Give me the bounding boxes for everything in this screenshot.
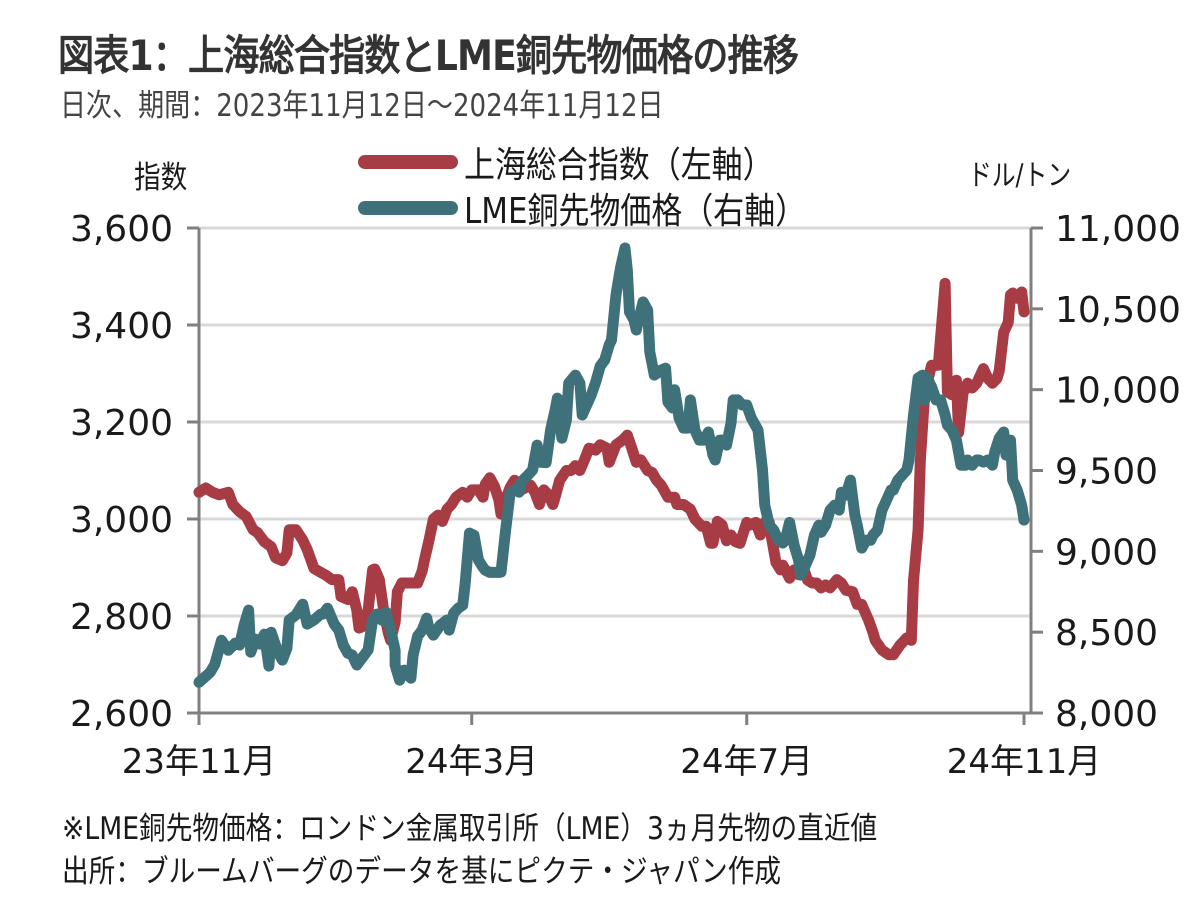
x-tick-label: 24年3月	[405, 742, 538, 782]
right-tick-label: 9,000	[1055, 532, 1158, 573]
note-lme-definition: ※LME銅先物価格：ロンドン金属取引所（LME）3ヵ月先物の直近値	[62, 811, 878, 847]
series-lines	[193, 242, 1030, 688]
right-axis-label: ドル/トン	[968, 158, 1072, 192]
right-tick-label: 11,000	[1055, 209, 1181, 250]
axes	[187, 226, 1043, 725]
x-tick-label: 24年11月	[947, 742, 1102, 782]
right-tick-label: 10,500	[1055, 290, 1181, 331]
x-tick-label: 24年7月	[680, 742, 813, 782]
left-tick-label: 3,400	[70, 306, 173, 347]
legend-label-shanghai: 上海総合指数（左軸）	[464, 145, 774, 186]
chart-subtitle: 日次、期間：2023年11月12日～2024年11月12日	[60, 88, 664, 124]
note-source: 出所：ブルームバーグのデータを基にピクテ・ジャパン作成	[62, 854, 782, 890]
left-tick-label: 3,200	[70, 403, 173, 444]
right-tick-label: 10,000	[1055, 371, 1181, 412]
legend-swatch-lme-copper	[358, 201, 458, 215]
right-tick-label: 8,500	[1055, 613, 1158, 654]
x-tick-label: 23年11月	[122, 742, 277, 782]
series-line-lme-copper	[193, 242, 1030, 688]
legend-item-shanghai: 上海総合指数（左軸）	[358, 136, 824, 188]
legend-item-lme-copper: LME銅先物価格（右軸）	[358, 182, 862, 234]
left-tick-label: 3,000	[70, 500, 173, 541]
right-tick-label: 8,000	[1055, 694, 1158, 735]
right-tick-label: 9,500	[1055, 452, 1158, 493]
legend-label-lme-copper: LME銅先物価格（右軸）	[464, 191, 807, 232]
series-line-shanghai	[193, 277, 1030, 661]
chart-plot: 2,600 2,800 3,000 3,200 3,400 3,600 8,000 8,500…	[70, 209, 1181, 782]
tick-labels: 2,600 2,800 3,000 3,200 3,400 3,600 8,000 8,500…	[70, 209, 1181, 782]
left-tick-label: 2,600	[70, 694, 173, 735]
left-axis-label: 指数	[134, 160, 188, 196]
left-tick-label: 2,800	[70, 597, 173, 638]
legend-swatch-shanghai	[358, 155, 458, 169]
left-tick-label: 3,600	[70, 209, 173, 250]
chart-title: 図表1：上海総合指数とLME銅先物価格の推移	[58, 31, 799, 80]
